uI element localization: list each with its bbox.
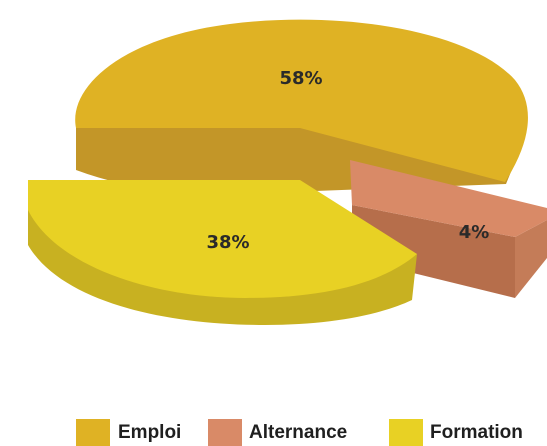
legend: Emploi Alternance Formation	[76, 419, 523, 446]
slice-emploi	[75, 19, 528, 196]
slice-alternance-top	[350, 160, 547, 237]
legend-swatch-alternance	[208, 419, 242, 446]
label-alternance: 4%	[459, 222, 490, 243]
legend-swatch-emploi	[76, 419, 110, 446]
legend-label-emploi: Emploi	[118, 422, 181, 443]
slice-alternance-front	[352, 205, 515, 298]
label-emploi: 58%	[279, 68, 322, 89]
label-formation: 38%	[206, 232, 249, 253]
legend-swatch-formation	[389, 419, 423, 446]
slice-formation-top	[28, 180, 417, 298]
legend-label-alternance: Alternance	[249, 422, 347, 443]
slice-alternance	[350, 160, 547, 298]
slice-emploi-top	[75, 19, 528, 182]
slice-alternance-side	[515, 220, 547, 298]
legend-label-formation: Formation	[430, 422, 523, 443]
slice-formation	[28, 180, 417, 325]
